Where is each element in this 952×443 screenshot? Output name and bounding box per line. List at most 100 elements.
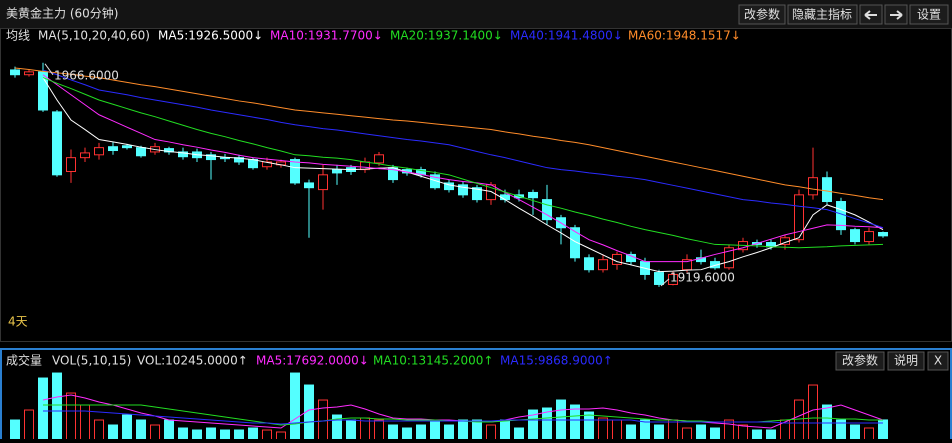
volume-bar (234, 429, 244, 442)
candle-body (136, 147, 146, 157)
volume-bar (108, 424, 118, 442)
ma-line (42, 69, 884, 229)
volume-bar (374, 419, 384, 442)
candle-body (248, 159, 258, 169)
candle-body (290, 159, 300, 184)
volume-bar (444, 424, 454, 442)
button[interactable]: 改参数 (738, 4, 786, 25)
button[interactable]: 说明 (887, 351, 925, 371)
candle-body (66, 157, 76, 172)
ma-line (43, 410, 883, 425)
candle-body (808, 177, 818, 196)
candle-body (444, 182, 454, 191)
volume-bar (556, 399, 566, 442)
candle-body (794, 194, 804, 241)
volume-bar (38, 377, 48, 442)
period-label: 4天 (8, 315, 28, 329)
volume-legend: VOL:10245.0000↑ (137, 354, 248, 368)
candle-body (318, 174, 328, 191)
button-label[interactable]: 说明 (894, 353, 918, 368)
candle-body (94, 147, 104, 156)
volume-bar (122, 414, 132, 442)
candle-body (528, 191, 538, 199)
volume-bar (416, 424, 426, 442)
volume-bar (738, 424, 748, 442)
button-label[interactable]: 隐藏主指标 (792, 7, 852, 22)
volume-bar (318, 399, 328, 442)
candle-body (122, 145, 132, 149)
high-annotation: 1966.6000 (54, 68, 119, 82)
candle-body (52, 111, 62, 176)
candle-body (80, 152, 90, 159)
candle-body (724, 247, 734, 269)
arrow-left-button[interactable] (859, 4, 883, 25)
button[interactable]: 设置 (909, 4, 949, 25)
candle-body (542, 199, 552, 221)
volume-bar (94, 419, 104, 442)
volume-bar (290, 372, 300, 442)
volume-bar (668, 419, 678, 442)
candle-body (304, 182, 314, 189)
candle-body (570, 227, 580, 259)
arrow-right-button[interactable] (884, 4, 908, 25)
candle-body (430, 174, 440, 189)
annotation-pointer (660, 278, 670, 287)
button[interactable]: 隐藏主指标 (787, 4, 858, 25)
volume-bar (598, 417, 608, 442)
ma-line (42, 74, 884, 263)
candle-body (458, 184, 468, 196)
volume-bar (164, 419, 174, 442)
volume-bar (458, 419, 468, 442)
candle-body (24, 71, 34, 76)
volume-bar (710, 427, 720, 442)
volume-bar (766, 429, 776, 442)
candle-body (822, 177, 832, 203)
legend-entry: MA15:9868.9000↑ (500, 354, 613, 368)
button-label[interactable]: X (934, 354, 942, 368)
annotation-pointer (44, 63, 54, 76)
volume-bar (472, 419, 482, 442)
volume-bar (822, 404, 832, 442)
volume-bar (276, 431, 286, 442)
volume-bar (192, 429, 202, 442)
volume-bar (640, 419, 650, 442)
volume-bar (248, 427, 258, 442)
volume-bar (80, 404, 90, 442)
button-label[interactable]: 设置 (917, 8, 941, 22)
button[interactable]: 改参数 (835, 351, 885, 371)
volume-bar (262, 429, 272, 442)
candle-body (654, 272, 664, 285)
volume-bar (696, 424, 706, 442)
volume-bar (808, 384, 818, 442)
indicator-params: MA(5,10,20,40,60) (38, 29, 150, 43)
volume-bar (654, 424, 664, 442)
volume-bar (206, 427, 216, 442)
candle-body (206, 154, 216, 161)
candle-body (598, 259, 608, 271)
volume-bar (10, 419, 20, 442)
candle-body (10, 69, 20, 76)
candle-body (374, 154, 384, 164)
volume-bar (388, 424, 398, 442)
volume-bar (430, 421, 440, 442)
button-label[interactable]: 改参数 (842, 353, 878, 368)
volume-bar (52, 372, 62, 442)
volume-params: VOL(5,10,15) (52, 354, 131, 368)
volume-bar (24, 409, 34, 442)
volume-bar (850, 424, 860, 442)
candle-body (850, 229, 860, 243)
volume-bar (752, 429, 762, 442)
button-label[interactable]: 改参数 (744, 7, 780, 22)
ma-line (14, 67, 884, 201)
volume-bar (150, 424, 160, 442)
ma-line (42, 77, 884, 249)
candle-body (584, 257, 594, 271)
legend-entry: MA60:1948.1517↓ (628, 29, 741, 43)
button[interactable]: X (927, 351, 949, 371)
legend-entry: MA5:17692.0000↓ (256, 354, 369, 368)
volume-bar (612, 419, 622, 442)
low-annotation: 1919.6000 (670, 270, 735, 284)
candle-body (108, 146, 118, 152)
candle-body (472, 187, 482, 201)
